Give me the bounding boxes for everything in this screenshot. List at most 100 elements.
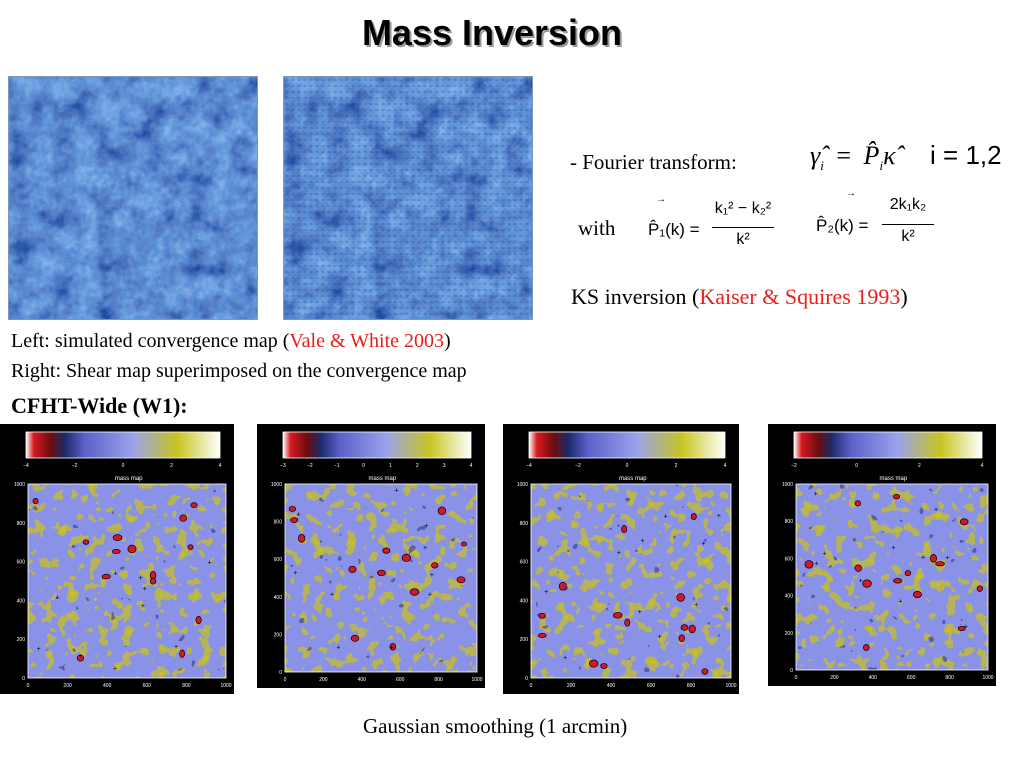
- colorbar-tick-label: −2: [791, 463, 797, 469]
- map-title: mass map: [369, 476, 397, 482]
- cluster-marker: +: [638, 609, 642, 616]
- y-tick-label: 0: [525, 676, 528, 682]
- mass-peak: [588, 659, 599, 668]
- mass-peak: [690, 513, 697, 521]
- colorbar-tick-label: 0: [626, 463, 629, 469]
- cluster-marker: +: [141, 603, 145, 610]
- x-tick-label: 600: [647, 683, 656, 689]
- x-tick-label: 0: [27, 683, 30, 689]
- colorbar-tick-label: 2: [170, 463, 173, 469]
- map-title: mass map: [880, 476, 908, 482]
- y-tick-label: 200: [274, 632, 283, 638]
- mass-peak: [350, 634, 360, 642]
- x-tick-label: 400: [358, 677, 367, 683]
- cluster-marker: +: [56, 594, 60, 601]
- colorbar-tick-label: 2: [416, 463, 419, 469]
- cluster-marker: +: [658, 634, 662, 641]
- cluster-marker: +: [390, 645, 394, 652]
- y-tick-label: 400: [17, 598, 26, 604]
- cluster-marker: +: [640, 538, 644, 545]
- mass-peak: [957, 625, 966, 632]
- x-tick-label: 1000: [982, 675, 993, 681]
- cluster-marker: +: [174, 644, 178, 651]
- mass-map-field: ++++++++++: [796, 484, 988, 670]
- mass-peak: [348, 565, 357, 573]
- x-tick-label: 0: [530, 683, 533, 689]
- y-tick-label: 1000: [14, 482, 25, 488]
- cluster-marker: +: [694, 602, 698, 609]
- y-tick-label: 400: [785, 594, 794, 600]
- x-tick-label: 1000: [471, 677, 482, 683]
- p1-equation: → P̂₁(k) = k₁² − k₂² k²: [648, 194, 778, 260]
- cluster-marker: +: [964, 623, 968, 630]
- cluster-marker: +: [898, 598, 902, 605]
- y-tick-label: 1000: [782, 482, 793, 488]
- mass-map-figure: −2 0 2 4 mass map + + + + + + + + + +1000 800 600 400 200 0…: [782, 431, 994, 681]
- mass-peak: [76, 654, 84, 662]
- y-tick-label: 1000: [517, 482, 528, 488]
- mass-peak: [621, 525, 628, 533]
- x-tick-label: 800: [945, 675, 954, 681]
- mass-peak: [112, 534, 123, 541]
- index-range: i = 1,2: [930, 140, 1002, 170]
- mass-peak: [101, 573, 111, 580]
- cluster-marker: +: [823, 550, 827, 557]
- colorbar: [282, 431, 472, 459]
- mass-peak: [600, 663, 608, 669]
- cluster-marker: +: [208, 560, 212, 567]
- mass-map-field: ++++++++++: [531, 484, 731, 678]
- colorbar-tick-label: 2: [675, 463, 678, 469]
- cluster-marker: +: [425, 523, 429, 530]
- convergence-map-image: [8, 76, 258, 320]
- mass-peak: [437, 506, 447, 515]
- cluster-marker: +: [934, 507, 938, 514]
- x-tick-label: 200: [567, 683, 576, 689]
- mass-peak: [32, 498, 39, 505]
- colorbar: [528, 431, 726, 459]
- colorbar-tick-label: 0: [855, 463, 858, 469]
- x-tick-label: 1000: [725, 683, 736, 689]
- right-caption: Right: Shear map superimposed on the con…: [11, 360, 467, 382]
- y-tick-label: 600: [17, 560, 26, 566]
- colorbar-tick-label: 3: [443, 463, 446, 469]
- gamma-symbol: γ̂: [810, 141, 821, 170]
- x-tick-label: 0: [795, 675, 798, 681]
- colorbar-tick-label: −3: [280, 463, 286, 469]
- colorbar-tick-label: 0: [122, 463, 125, 469]
- mass-peak: [959, 518, 969, 526]
- colorbar-tick-label: −2: [575, 463, 581, 469]
- x-tick-label: 800: [687, 683, 696, 689]
- cluster-marker: +: [430, 572, 434, 579]
- mass-peak: [288, 505, 297, 512]
- mass-peak: [854, 500, 862, 507]
- mass-peak: [377, 569, 386, 577]
- mass-peak: [409, 588, 420, 596]
- mass-peak: [538, 612, 546, 619]
- mass-map-field: ++++++++++: [28, 484, 226, 678]
- x-tick-label: 0: [284, 677, 287, 683]
- colorbar-tick-label: −4: [526, 463, 532, 469]
- cluster-marker: +: [428, 592, 432, 599]
- y-tick-label: 600: [520, 560, 529, 566]
- colorbar-tick-label: 1: [389, 463, 392, 469]
- cluster-marker: +: [143, 586, 147, 593]
- y-tick-label: 800: [274, 520, 283, 526]
- cluster-marker: +: [293, 570, 297, 577]
- mass-peak: [195, 615, 202, 625]
- shear-map-image: [283, 76, 533, 320]
- colorbar-tick-label: −2: [72, 463, 78, 469]
- x-tick-label: 400: [103, 683, 112, 689]
- cluster-marker: +: [814, 491, 818, 498]
- y-tick-label: 800: [17, 521, 26, 527]
- colorbar-tick-label: −1: [334, 463, 340, 469]
- x-tick-label: 600: [143, 683, 152, 689]
- cluster-marker: +: [859, 578, 863, 585]
- y-tick-label: 800: [520, 521, 529, 527]
- y-tick-label: 600: [274, 557, 283, 563]
- mass-peak: [862, 644, 870, 651]
- cluster-marker: +: [544, 589, 548, 596]
- ks-inversion-text: KS inversion (Kaiser & Squires 1993): [571, 284, 908, 309]
- y-tick-label: 200: [17, 637, 26, 643]
